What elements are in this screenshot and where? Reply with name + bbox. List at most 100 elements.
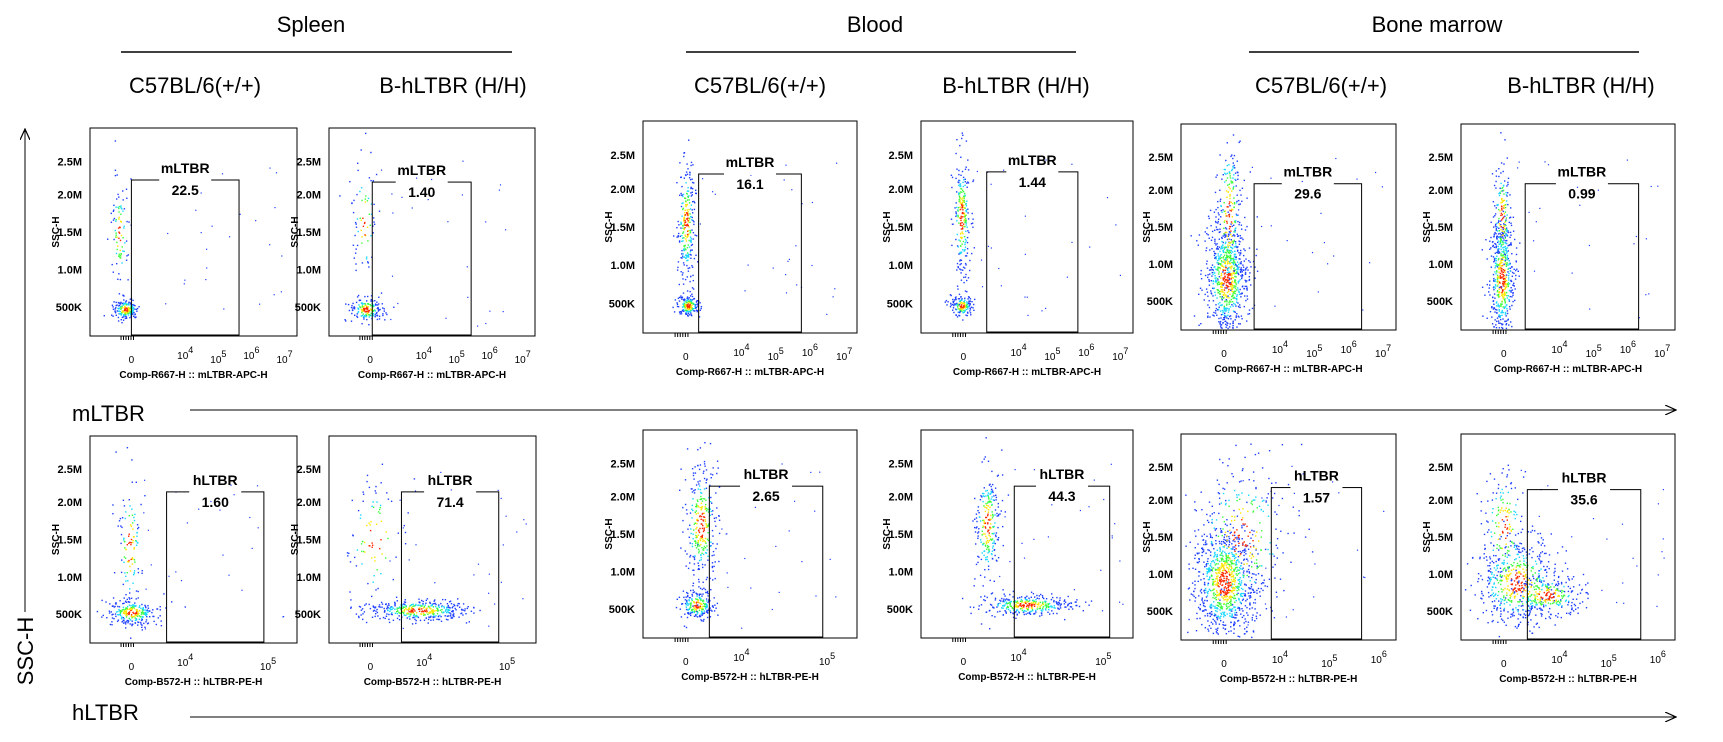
event-dot (116, 241, 118, 244)
event-dot (691, 287, 694, 289)
event-dot (691, 299, 694, 301)
event-dot (695, 542, 697, 544)
event-dot (1508, 283, 1511, 285)
event-dot (1230, 278, 1232, 280)
event-dot (697, 599, 699, 601)
event-dot (686, 591, 688, 594)
event-dot (1507, 295, 1510, 297)
event-dot (366, 200, 369, 202)
event-dot (1068, 608, 1070, 610)
event-dot (961, 597, 964, 600)
event-dot (692, 585, 694, 587)
event-dot (1071, 608, 1074, 610)
event-dot (701, 603, 703, 605)
event-dot (794, 500, 796, 502)
event-dot (712, 467, 714, 469)
event-dot (697, 488, 700, 490)
event-dot (1219, 228, 1221, 230)
event-dot (1215, 248, 1218, 250)
event-dot (445, 611, 448, 614)
event-dot (1209, 316, 1211, 318)
event-dot (108, 612, 111, 614)
event-dot (376, 611, 379, 614)
event-dot (362, 618, 364, 621)
event-dot (1044, 608, 1047, 610)
event-dot (962, 185, 965, 188)
tissue-header-blood: Blood (847, 12, 903, 37)
event-dot (1022, 605, 1025, 607)
event-dot (1228, 309, 1230, 311)
event-dot (1237, 282, 1240, 284)
event-dot (1225, 190, 1228, 192)
event-dot (421, 608, 423, 610)
event-dot (1217, 267, 1219, 270)
event-dot (1499, 240, 1501, 242)
event-dot (961, 132, 963, 134)
event-dot (1009, 602, 1011, 604)
event-dot (1501, 268, 1503, 270)
event-dot (117, 525, 119, 527)
event-dot (523, 519, 525, 521)
event-dot (969, 300, 971, 302)
event-dots (961, 437, 1124, 630)
event-dot (1500, 276, 1502, 278)
event-dot (1238, 243, 1241, 245)
event-dot (129, 308, 131, 310)
event-dot (121, 305, 123, 307)
event-dot (125, 259, 128, 261)
event-dot (1503, 234, 1506, 237)
event-dot (966, 186, 968, 188)
event-dot (1504, 220, 1507, 222)
event-dot (405, 605, 407, 608)
event-dot (959, 180, 961, 182)
event-dot (690, 195, 693, 197)
event-dot (414, 615, 416, 617)
event-dot (1226, 279, 1228, 281)
event-dot (447, 610, 449, 613)
event-dot (119, 612, 122, 614)
event-dot (389, 606, 392, 609)
event-dot (233, 494, 235, 496)
event-dot (124, 308, 126, 310)
event-dot (122, 499, 125, 501)
event-dot (1229, 306, 1232, 308)
event-dot (1205, 288, 1208, 290)
y-axis-label: SSC-H (51, 216, 62, 247)
event-dot (678, 240, 681, 242)
event-dot (1218, 259, 1220, 261)
event-dot (964, 310, 966, 312)
event-dot (689, 221, 691, 223)
event-dot (138, 621, 140, 624)
event-dot (696, 607, 698, 609)
event-dot (1232, 320, 1234, 322)
event-dot (680, 222, 682, 225)
event-dot (1502, 243, 1504, 245)
event-dot (1031, 603, 1033, 606)
event-dot (146, 613, 148, 616)
event-dot (127, 314, 130, 316)
event-dot (375, 312, 378, 315)
event-dot (442, 612, 444, 614)
event-dot (690, 488, 692, 490)
event-dot (379, 308, 381, 311)
event-dot (443, 605, 445, 608)
event-dot (467, 296, 469, 298)
event-dot (1503, 225, 1505, 228)
event-dot (136, 535, 138, 537)
event-dot (1235, 220, 1237, 222)
event-dot (707, 600, 710, 602)
event-dot (419, 607, 421, 609)
event-dot (1239, 235, 1241, 237)
event-dot (461, 194, 463, 196)
event-dot (1501, 277, 1503, 279)
row-label-hltbr: hLTBR (72, 700, 139, 725)
event-dot (717, 467, 719, 469)
event-dot (694, 511, 696, 513)
event-dot (1207, 295, 1209, 297)
event-dot (703, 547, 705, 550)
event-dot (1224, 168, 1227, 171)
event-dot (128, 302, 130, 304)
event-dot (454, 607, 456, 610)
event-dot (126, 605, 129, 608)
event-dot (102, 614, 104, 617)
